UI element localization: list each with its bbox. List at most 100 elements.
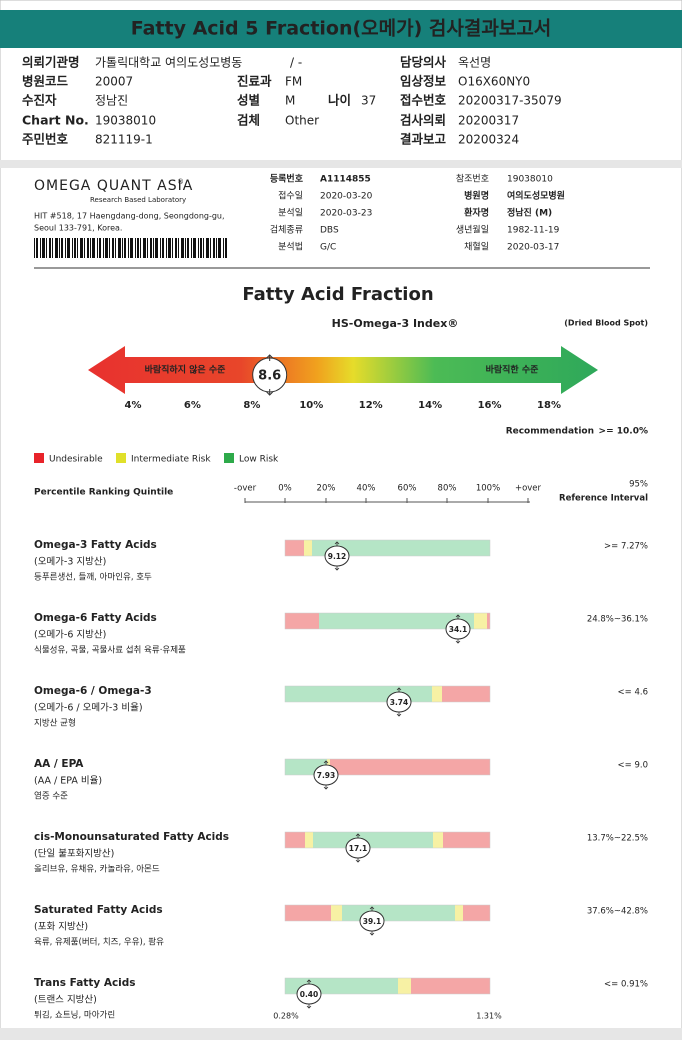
row-value: 7.93 <box>317 771 336 780</box>
zone-segment <box>285 905 331 921</box>
percentile-tick-label: +over <box>515 484 542 494</box>
zone-segment <box>474 613 487 629</box>
barcode-bar <box>135 238 136 258</box>
sample-value: 정남진 (M) <box>507 207 552 219</box>
row-sources: 지방산 균형 <box>34 718 76 729</box>
barcode-bar <box>59 238 60 258</box>
index-value: 8.6 <box>258 369 281 384</box>
info-value: Other <box>285 114 319 128</box>
zone-segment <box>285 540 304 556</box>
info-value: 가톨릭대학교 여의도성모병동 <box>95 56 242 70</box>
barcode-bar <box>128 238 129 258</box>
bar-outline <box>284 977 491 995</box>
bar-outline <box>284 758 491 776</box>
info-value: 19038010 <box>95 114 156 128</box>
row-reference: 37.6%~42.8% <box>587 907 648 917</box>
row-name: Saturated Fatty Acids <box>34 904 163 916</box>
sample-value: 2020-03-17 <box>507 243 559 253</box>
sample-label: 분석일 <box>278 208 303 219</box>
barcode-bar <box>140 238 141 258</box>
row-name: AA / EPA <box>34 758 84 770</box>
lab-mark: ® <box>177 178 184 186</box>
barcode-bar <box>178 238 179 258</box>
zone-segment <box>331 905 342 921</box>
lab-tagline: Research Based Laboratory <box>90 196 186 204</box>
barcode-bar <box>200 238 202 258</box>
info-label: 성별 <box>237 93 260 108</box>
info-label: 검사의뢰 <box>400 113 446 128</box>
sample-label: 접수일 <box>278 190 303 202</box>
info-value: / - <box>290 56 302 70</box>
barcode-bar <box>87 238 89 258</box>
percentile-title: Percentile Ranking Quintile <box>34 488 173 498</box>
barcode-bar <box>49 238 51 258</box>
index-tick-label: 8% <box>243 400 260 411</box>
zone-segment <box>442 686 490 702</box>
info-label: 진료과 <box>237 74 272 89</box>
sample-label: 채혈일 <box>464 241 489 253</box>
barcode-bar <box>124 238 126 258</box>
percentile-tick-label: 60% <box>398 484 417 494</box>
barcode-bar <box>61 238 63 258</box>
sample-value: 2020-03-20 <box>320 192 373 202</box>
info-value: O16X60NY0 <box>458 75 530 89</box>
zone-segment <box>330 759 490 775</box>
barcode-bar <box>84 238 85 258</box>
marker-arrows <box>396 687 402 717</box>
info-label: 주민번호 <box>22 132 69 147</box>
index-name: HS-Omega-3 Index® <box>332 317 459 330</box>
marker-arrows <box>334 541 340 571</box>
info-value: 정남진 <box>95 94 128 108</box>
zone-segment <box>319 613 474 629</box>
row-sources: 식물성유, 곡물, 곡물사료 섭취 육류·유제품 <box>34 645 186 656</box>
zone-segment <box>433 832 443 848</box>
barcode-bar <box>172 238 173 258</box>
index-tick-label: 4% <box>125 400 142 411</box>
zone-segment <box>487 613 490 629</box>
info-label: Chart No. <box>22 113 89 128</box>
row-value: 9.12 <box>328 552 347 561</box>
barcode-bar <box>115 238 116 258</box>
sample-value: DBS <box>320 226 339 236</box>
row-korean: (AA / EPA 비율) <box>34 776 102 787</box>
marker-arrows <box>455 614 461 644</box>
sample-label: 병원명 <box>464 190 489 202</box>
footer-band <box>0 1028 682 1040</box>
barcode-bar <box>153 238 154 258</box>
info-value: FM <box>285 75 302 89</box>
lab-address: HIT #518, 17 Haengdang-dong, Seongdong-g… <box>34 212 225 221</box>
barcode-bar <box>34 238 35 258</box>
zone-segment <box>285 613 319 629</box>
barcode-bar <box>105 238 108 258</box>
barcode-bar <box>225 238 227 258</box>
zone-segment <box>411 978 490 994</box>
info-label: 나이 <box>328 93 351 108</box>
barcode-bar <box>112 238 114 258</box>
sample-value: 여의도성모병원 <box>507 190 565 202</box>
row-reference: 24.8%~36.1% <box>587 615 648 625</box>
info-value: 821119-1 <box>95 133 153 147</box>
recommendation-value: >= 10.0% <box>599 427 648 437</box>
title-bar <box>0 10 682 48</box>
zone-segment <box>304 540 312 556</box>
bar-outline <box>284 831 491 849</box>
index-tick-label: 14% <box>418 400 442 411</box>
legend-label: Low Risk <box>239 455 279 465</box>
row-sources: 튀김, 쇼트닝, 마아가린 <box>34 1010 115 1021</box>
barcode-bar <box>46 238 47 258</box>
info-label: 검체 <box>237 113 260 128</box>
barcode-bar <box>210 238 211 258</box>
row-korean: (트랜스 지방산) <box>34 995 97 1006</box>
barcode-bar <box>193 238 196 258</box>
sample-label: 검체종류 <box>270 224 303 236</box>
barcode-bar <box>203 238 204 258</box>
row-reference: <= 4.6 <box>618 688 648 698</box>
sample-value: 1982-11-19 <box>507 226 560 236</box>
row-name: Omega-3 Fatty Acids <box>34 539 157 551</box>
bar-outline <box>284 904 491 922</box>
index-tick-label: 6% <box>184 400 201 411</box>
barcode-bar <box>40 238 41 258</box>
barcode-bar <box>168 238 171 258</box>
percentile-tick-label: 100% <box>476 484 500 494</box>
